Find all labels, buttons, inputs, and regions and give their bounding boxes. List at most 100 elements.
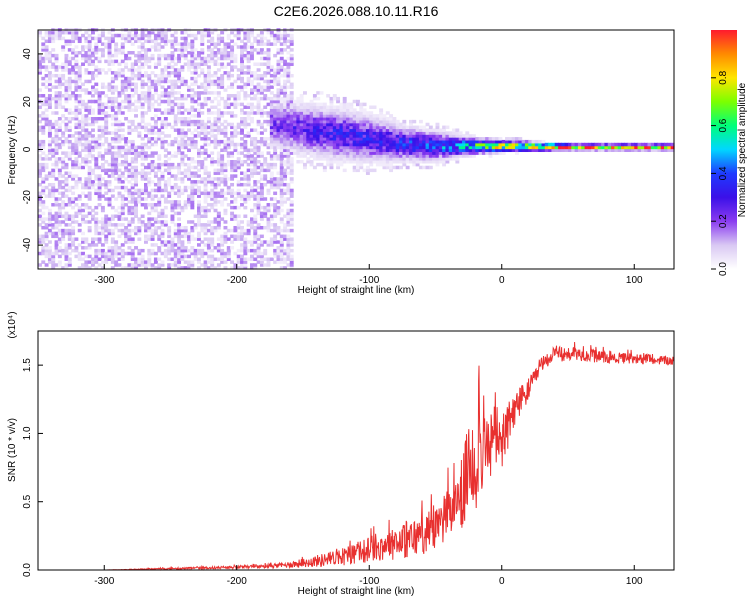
spectrogram-cell — [163, 36, 168, 41]
spectrogram-cell — [44, 108, 49, 112]
spectrogram-cell — [197, 53, 201, 58]
spectrogram-cell — [153, 99, 158, 104]
spectrogram-cell — [84, 108, 89, 112]
spectrogram-cell — [283, 228, 288, 233]
spectrogram-cell — [81, 257, 85, 261]
spectrogram-cell — [269, 128, 274, 132]
spectrogram-cell — [140, 254, 145, 259]
spectrogram-cell — [273, 36, 278, 41]
spectrogram-cell — [230, 182, 235, 187]
spectrogram-cell — [452, 151, 456, 155]
spectrogram-cell — [187, 168, 191, 173]
spectrogram-cell — [61, 68, 66, 72]
spectrogram-cell — [124, 96, 129, 101]
spectrogram-cell — [210, 125, 215, 130]
spectrogram-cell — [236, 131, 241, 135]
spectrogram-cell — [94, 243, 99, 247]
spectrogram-cell — [157, 102, 162, 107]
spectrogram-cell — [293, 151, 297, 155]
spectrogram-cell — [299, 139, 304, 144]
spectrogram-cell — [81, 45, 85, 49]
spectrogram-cell — [127, 99, 132, 104]
spectrogram-cell — [193, 33, 198, 38]
spectrogram-cell — [104, 85, 109, 89]
spectrogram-cell — [253, 62, 258, 66]
spectrogram-cell — [236, 220, 241, 224]
spectrogram-cell — [87, 117, 92, 121]
spectrogram-cell — [276, 68, 281, 72]
spectrogram-cell — [87, 51, 92, 55]
spectrogram-cell — [230, 131, 235, 135]
spectrogram-cell — [256, 180, 261, 184]
spectrogram-cell — [41, 117, 46, 121]
spectrogram-cell — [110, 91, 115, 95]
spectrogram-cell — [206, 53, 211, 58]
spectrogram-cell — [372, 125, 377, 130]
spectrogram-cell — [289, 117, 294, 121]
spectrogram-cell — [134, 266, 138, 270]
spectrogram-cell — [67, 263, 72, 267]
spectrogram-cell — [279, 191, 284, 196]
spectrogram-cell — [495, 148, 500, 153]
spectrogram-cell — [104, 254, 109, 259]
spectrogram-cell — [107, 200, 112, 204]
spectrogram-cell — [127, 148, 132, 153]
spectrogram-cell — [256, 145, 261, 150]
spectrogram-cell — [64, 248, 69, 253]
spectrogram-cell — [312, 142, 317, 147]
spectrogram-cell — [84, 145, 89, 150]
spectrogram-cell — [276, 211, 281, 216]
spectrogram-cell — [57, 191, 62, 196]
spectrogram-cell — [183, 96, 188, 101]
spectrogram-cell — [157, 182, 162, 187]
spectrogram-cell — [332, 160, 337, 164]
spectrogram-cell — [173, 223, 178, 227]
spectrogram-cell — [38, 119, 42, 124]
spectrogram-cell — [316, 111, 321, 115]
spectrogram-cell — [134, 114, 138, 118]
spectrogram-cell — [250, 257, 254, 261]
spectrogram-cell — [200, 82, 205, 87]
spectrogram-cell — [276, 142, 281, 147]
spectrogram-cell — [369, 111, 374, 115]
spectrogram-cell — [240, 76, 244, 81]
spectrogram-cell — [339, 151, 344, 155]
spectrogram-cell — [263, 36, 268, 41]
spectrogram-cell — [286, 234, 291, 239]
spectrogram-cell — [508, 137, 513, 141]
spectrogram-cell — [203, 73, 208, 78]
spectrogram-cell — [114, 139, 119, 144]
spectrogram-cell — [425, 145, 430, 150]
spectrogram-cell — [352, 111, 357, 115]
spectrogram-cell — [498, 137, 503, 141]
spectrogram-cell — [71, 48, 76, 52]
spectrogram-cell — [163, 134, 168, 138]
spectrogram-cell — [336, 111, 341, 115]
spectrogram-cell — [230, 214, 235, 218]
spectrogram-cell — [273, 125, 278, 130]
spectrogram-cell — [94, 182, 99, 187]
spectrogram-cell — [286, 228, 291, 233]
spectrogram-cell — [283, 162, 288, 167]
spectrogram-cell — [253, 203, 258, 207]
spectrogram-cell — [47, 240, 52, 244]
spectrogram-cell — [405, 154, 410, 158]
spectrogram-cell — [157, 188, 162, 193]
spectrogram-cell — [233, 237, 238, 241]
spectrogram-cell — [216, 168, 221, 173]
spectrogram-cell — [233, 142, 238, 147]
spectrogram-cell — [117, 180, 122, 184]
spectrogram-cell — [54, 134, 59, 138]
spectrogram-cell — [279, 200, 284, 204]
spectrogram-cell — [309, 145, 314, 150]
spectrogram-cell — [173, 251, 178, 256]
spectrogram-cell — [71, 33, 76, 38]
spectrogram-cell — [322, 117, 327, 121]
spectrogram-cell — [286, 185, 291, 190]
spectrogram-cell — [137, 197, 142, 201]
spectrogram-cell — [150, 79, 155, 84]
spectrogram-cell — [336, 117, 341, 121]
spectrogram-cell — [190, 88, 195, 92]
spectrogram-cell — [74, 33, 79, 38]
spectrogram-cell — [97, 191, 102, 196]
